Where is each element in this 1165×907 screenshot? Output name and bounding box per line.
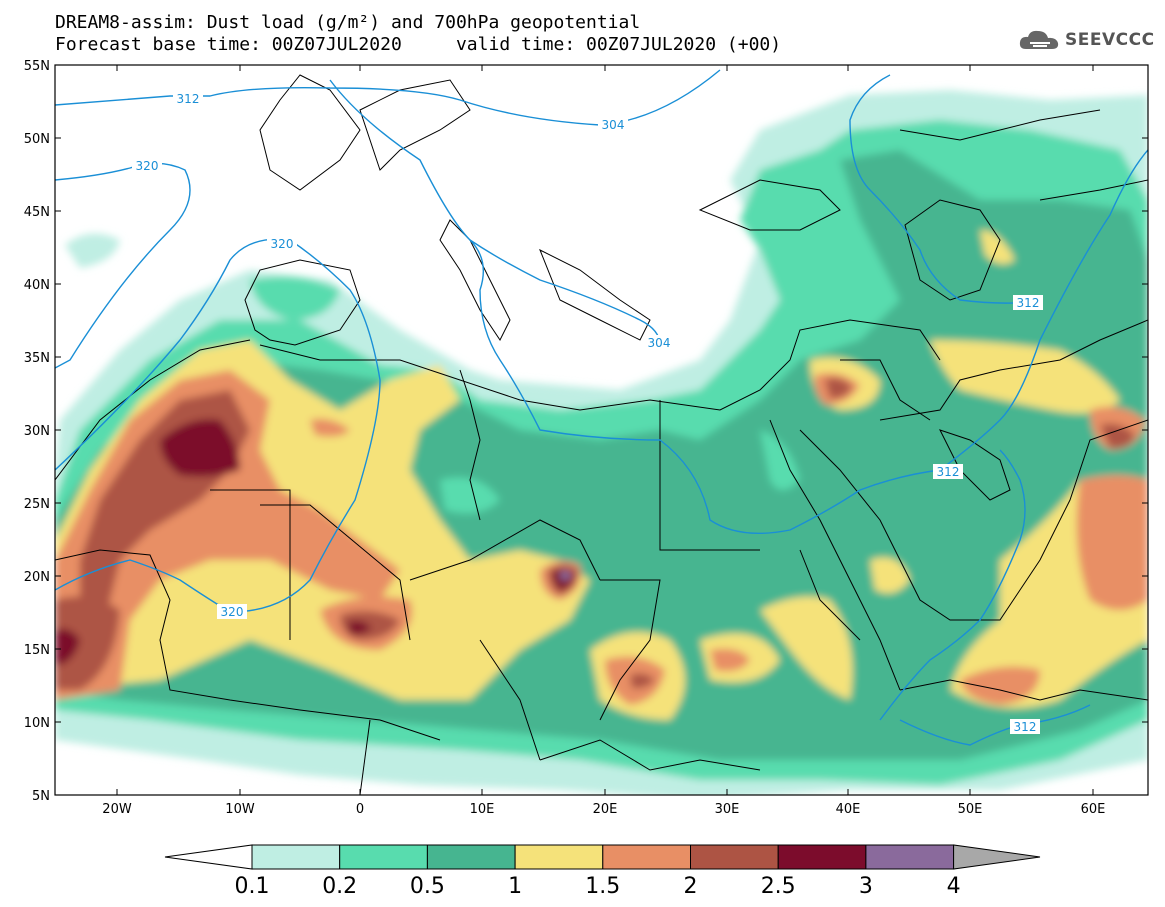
lat-label: 25N <box>24 497 50 512</box>
colorbar-label: 0.5 <box>410 874 445 899</box>
contour-label-bg <box>933 464 963 479</box>
contour-label: 320 <box>221 605 244 619</box>
map-title: DREAM8-assim: Dust load (g/m²) and 700hP… <box>55 12 641 33</box>
contour-label: 304 <box>602 118 625 132</box>
lon-label: 10E <box>470 802 495 817</box>
lon-label: 50E <box>958 802 983 817</box>
seevccc-logo: SEEVCCC <box>1018 26 1155 54</box>
lon-label: 20E <box>593 802 618 817</box>
latitude-axis: 55N 50N 45N 40N 35N 30N 25N 20N 15N 10N 5N <box>24 59 1148 804</box>
contour-label-bg <box>267 236 297 251</box>
lon-label: 0 <box>356 802 364 817</box>
colorbar-segment <box>514 844 604 870</box>
lat-label: 20N <box>24 570 50 585</box>
lat-label: 10N <box>24 716 50 731</box>
contour-label-bg <box>598 117 628 132</box>
lon-label: 10W <box>225 802 255 817</box>
colorbar-segment <box>602 844 691 870</box>
colorbar-segment <box>426 844 516 870</box>
coastlines <box>55 74 1148 795</box>
colorbar-label: 2.5 <box>761 874 796 899</box>
lat-label: 15N <box>24 643 50 658</box>
contour-label-bg <box>644 335 674 350</box>
contour-label-bg <box>1013 295 1043 310</box>
contour-label: 312 <box>1017 296 1040 310</box>
colorbar-over-triangle <box>953 844 1041 870</box>
contour-label: 320 <box>271 237 294 251</box>
lon-label: 40E <box>836 802 861 817</box>
colorbar-under-triangle <box>164 844 253 870</box>
colorbar-label: 1 <box>508 874 522 899</box>
contour-label: 312 <box>937 465 960 479</box>
contour-label: 320 <box>136 159 159 173</box>
longitude-axis: 20W 10W 0 10E 20E 30E 40E 50E 60E <box>102 65 1105 817</box>
contour-label: 304 <box>648 336 671 350</box>
lat-label: 35N <box>24 351 50 366</box>
lat-label: 40N <box>24 278 50 293</box>
contour-label-bg <box>217 604 247 619</box>
lat-label: 50N <box>24 132 50 147</box>
colorbar-label: 1.5 <box>585 874 620 899</box>
contour-label: 312 <box>1014 720 1037 734</box>
colorbar-label: 4 <box>947 874 961 899</box>
lon-label: 20W <box>102 802 132 817</box>
colorbar-segment <box>690 844 779 870</box>
colorbar-segment <box>777 844 867 870</box>
colorbar-label: 0.1 <box>235 874 270 899</box>
contour-label-bg <box>173 91 203 106</box>
contour-label-bg <box>132 158 162 173</box>
cloud-icon <box>1019 30 1059 49</box>
colorbar-label: 3 <box>859 874 873 899</box>
lat-label: 30N <box>24 424 50 439</box>
colorbar-segment <box>251 844 341 870</box>
lat-label: 55N <box>24 59 50 74</box>
lon-label: 60E <box>1081 802 1106 817</box>
lon-label: 30E <box>715 802 740 817</box>
colorbar-segment <box>339 844 428 870</box>
contour-label: 312 <box>177 92 200 106</box>
colorbar-label: 2 <box>684 874 698 899</box>
colorbar-segment <box>865 844 955 870</box>
contour-label-bg <box>1010 719 1040 734</box>
contour-labels: 312 304 320 320 320 304 312 312 312 <box>132 91 1043 734</box>
colorbar: 0.1 0.2 0.5 1 1.5 2 2.5 3 4 <box>164 844 1041 899</box>
colorbar-label: 0.2 <box>322 874 357 899</box>
logo-text: SEEVCCC <box>1065 30 1155 50</box>
lat-label: 45N <box>24 205 50 220</box>
dust-field <box>55 65 1148 795</box>
map-subtitle: Forecast base time: 00Z07JUL2020 valid t… <box>55 34 782 55</box>
lat-label: 5N <box>32 789 50 804</box>
